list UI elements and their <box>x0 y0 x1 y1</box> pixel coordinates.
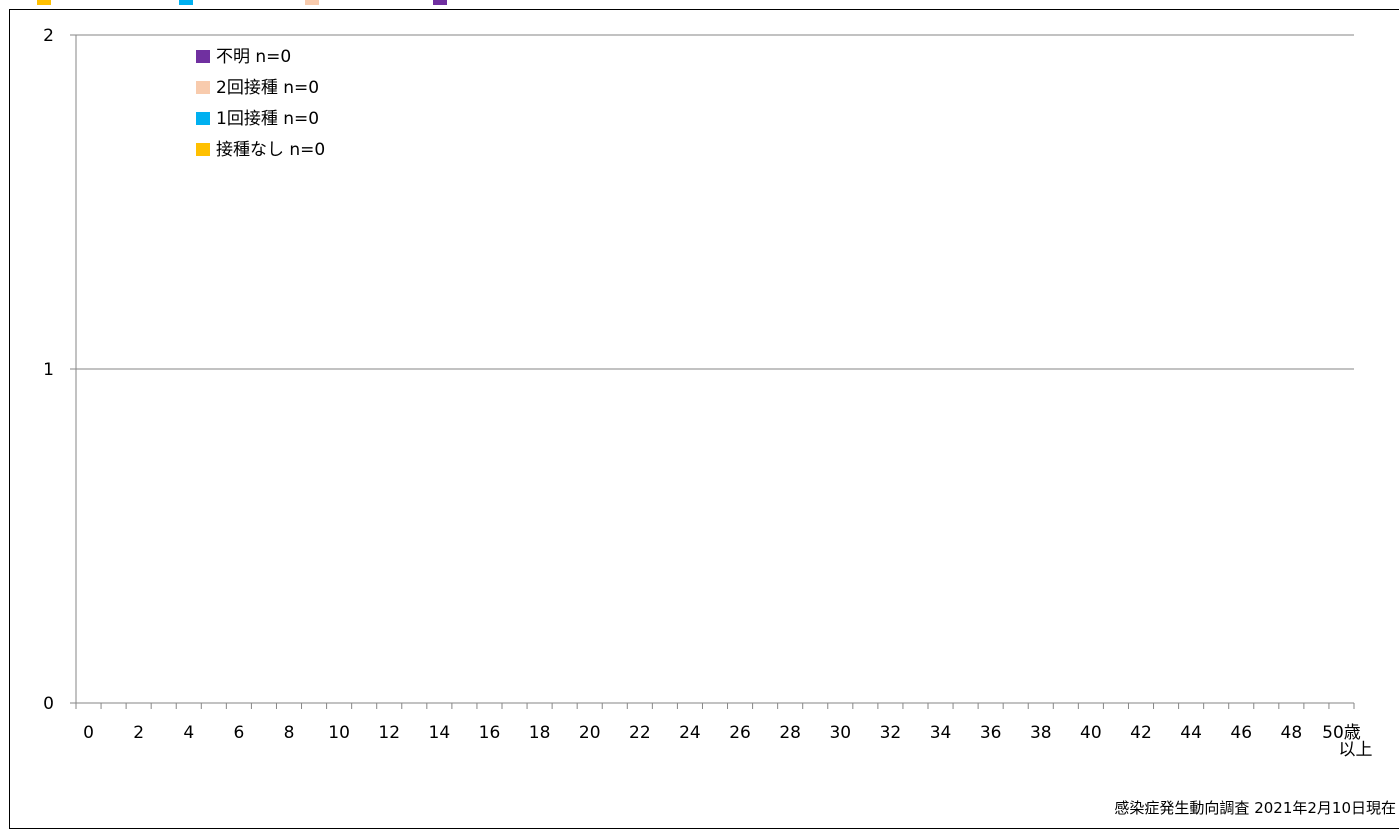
y-tick-label: 0 <box>43 694 54 714</box>
x-tick-label: 16 <box>479 723 501 743</box>
legend-label: 2回接種 n=0 <box>216 78 319 98</box>
x-tick-label: 46 <box>1230 723 1252 743</box>
x-tick-label: 30 <box>829 723 851 743</box>
legend-swatch <box>196 112 210 125</box>
x-tick-label: 20 <box>579 723 601 743</box>
y-tick-labels: 0 1 2 <box>43 26 54 714</box>
axis-layer <box>70 34 1355 709</box>
x-tick-label: 34 <box>930 723 952 743</box>
x-tick-label: 2 <box>133 723 144 743</box>
x-tick-label: 28 <box>779 723 801 743</box>
x-tick-label: 0 <box>83 723 94 743</box>
legend: 不明 n=0 2回接種 n=0 1回接種 n=0 接種なし n=0 <box>196 47 325 160</box>
y-tick-label: 1 <box>43 360 54 380</box>
top-strip-swatch <box>305 0 319 5</box>
x-tick-label: 44 <box>1180 723 1202 743</box>
x-tick-label: 6 <box>233 723 244 743</box>
x-tick-label: 50歳以上 <box>1322 723 1372 760</box>
x-tick-label: 22 <box>629 723 651 743</box>
x-tick-label: 26 <box>729 723 751 743</box>
x-tick-label: 4 <box>183 723 194 743</box>
x-tick-label: 24 <box>679 723 701 743</box>
top-legend-strip <box>0 0 1399 6</box>
x-tick-label: 42 <box>1130 723 1152 743</box>
legend-swatch <box>196 143 210 156</box>
x-tick-label: 40 <box>1080 723 1102 743</box>
x-tick-label: 14 <box>429 723 451 743</box>
x-tick-label: 32 <box>880 723 902 743</box>
x-tick-label: 10 <box>328 723 350 743</box>
top-strip-swatch <box>433 0 447 5</box>
x-tick-label: 36 <box>980 723 1002 743</box>
grid-layer <box>76 34 1354 370</box>
x-tick-label: 18 <box>529 723 551 743</box>
legend-swatch <box>196 81 210 94</box>
source-note: 感染症発生動向調査 2021年2月10日現在 <box>1114 799 1396 817</box>
x-tick-label: 48 <box>1281 723 1303 743</box>
x-tick-label: 12 <box>378 723 400 743</box>
x-tick-label: 8 <box>284 723 295 743</box>
top-strip-swatch <box>37 0 51 5</box>
top-strip-swatch <box>179 0 193 5</box>
legend-label: 1回接種 n=0 <box>216 109 319 129</box>
legend-label: 接種なし n=0 <box>216 140 325 160</box>
y-tick-label: 2 <box>43 26 54 46</box>
x-tick-label: 38 <box>1030 723 1052 743</box>
legend-swatch <box>196 50 210 63</box>
x-tick-labels: 0 2 4 6 8 10 12 14 16 18 20 22 24 26 28 30 32 34 36 38 40 42 4… <box>83 723 1372 760</box>
legend-label: 不明 n=0 <box>216 47 291 67</box>
